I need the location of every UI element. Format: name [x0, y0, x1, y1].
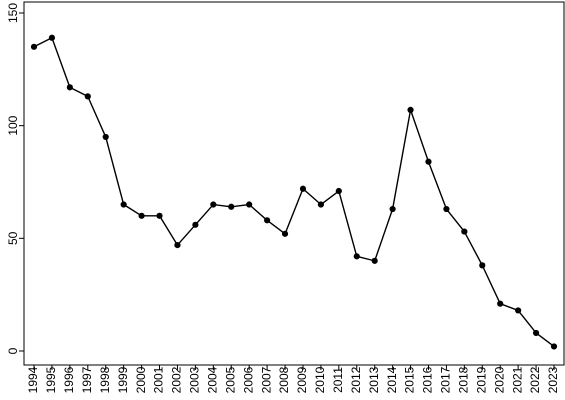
data-point [84, 93, 91, 100]
plot-frame [23, 1, 565, 366]
data-point [317, 201, 324, 208]
axes [23, 1, 565, 366]
data-point [407, 106, 414, 113]
x-tick-label: 2006 [241, 366, 255, 393]
x-tick-label: 2008 [277, 366, 291, 393]
data-point [228, 203, 235, 210]
y-tick-label: 50 [6, 231, 20, 245]
x-tick-label: 2005 [223, 366, 237, 393]
x-tick-label: 2023 [546, 366, 560, 393]
tick-labels: 0 50 100 150 1994 1995 1996 1997 1998 1999 2000 200… [6, 3, 560, 394]
series-line [33, 37, 555, 348]
data-point [174, 241, 181, 249]
y-tick-label: 100 [6, 115, 20, 135]
data-point [299, 185, 307, 192]
x-tick-label: 1998 [98, 366, 112, 393]
x-tick-label: 1999 [116, 366, 130, 393]
series-line-layer [33, 37, 555, 348]
data-point [48, 34, 56, 41]
ticks [19, 12, 555, 370]
data-point [425, 158, 432, 165]
data-point [281, 230, 289, 237]
x-tick-label: 2011 [331, 367, 345, 393]
x-tick-label: 2007 [259, 366, 273, 393]
x-tick-label: 1995 [44, 366, 58, 393]
x-tick-label: 2003 [188, 366, 202, 393]
data-point [335, 187, 342, 195]
x-tick-label: 2016 [421, 366, 435, 393]
x-tick-label: 2010 [313, 366, 327, 393]
x-tick-label: 2013 [367, 366, 381, 393]
data-point [461, 228, 468, 235]
data-point [497, 300, 504, 307]
data-point [210, 201, 217, 208]
data-point [246, 201, 253, 208]
data-point [138, 212, 145, 219]
x-tick-label: 2020 [492, 366, 506, 393]
data-point [192, 221, 199, 228]
x-tick-label: 2001 [152, 366, 166, 393]
x-tick-label: 2014 [385, 366, 399, 393]
x-tick-label: 2018 [457, 366, 471, 393]
x-tick-label: 2017 [439, 366, 453, 393]
x-tick-label: 2002 [170, 366, 184, 393]
data-point [102, 133, 109, 141]
data-point [264, 217, 271, 224]
data-point [30, 43, 38, 50]
data-point [443, 205, 450, 213]
data-point [550, 343, 558, 350]
data-point [66, 84, 73, 91]
data-point [120, 201, 127, 208]
x-tick-label: 1997 [80, 366, 94, 393]
series-points-layer [30, 34, 558, 350]
x-tick-label: 2009 [295, 366, 309, 393]
x-tick-label: 2019 [474, 366, 488, 393]
data-point [515, 307, 522, 314]
x-tick-label: 1994 [26, 366, 40, 393]
data-point [371, 257, 378, 264]
data-point [479, 262, 486, 269]
y-tick-label: 150 [6, 3, 20, 23]
x-tick-label: 2000 [134, 366, 148, 393]
x-tick-label: 2004 [205, 366, 219, 393]
data-point [353, 253, 360, 260]
data-point [532, 329, 540, 337]
data-point [156, 212, 163, 219]
x-tick-label: 1996 [62, 366, 76, 393]
data-point [389, 205, 396, 213]
x-tick-label: 2021 [510, 366, 524, 393]
x-tick-label: 2015 [403, 366, 417, 393]
y-tick-label: 0 [6, 347, 20, 354]
x-tick-label: 2022 [528, 366, 542, 393]
x-tick-label: 2012 [349, 366, 363, 393]
